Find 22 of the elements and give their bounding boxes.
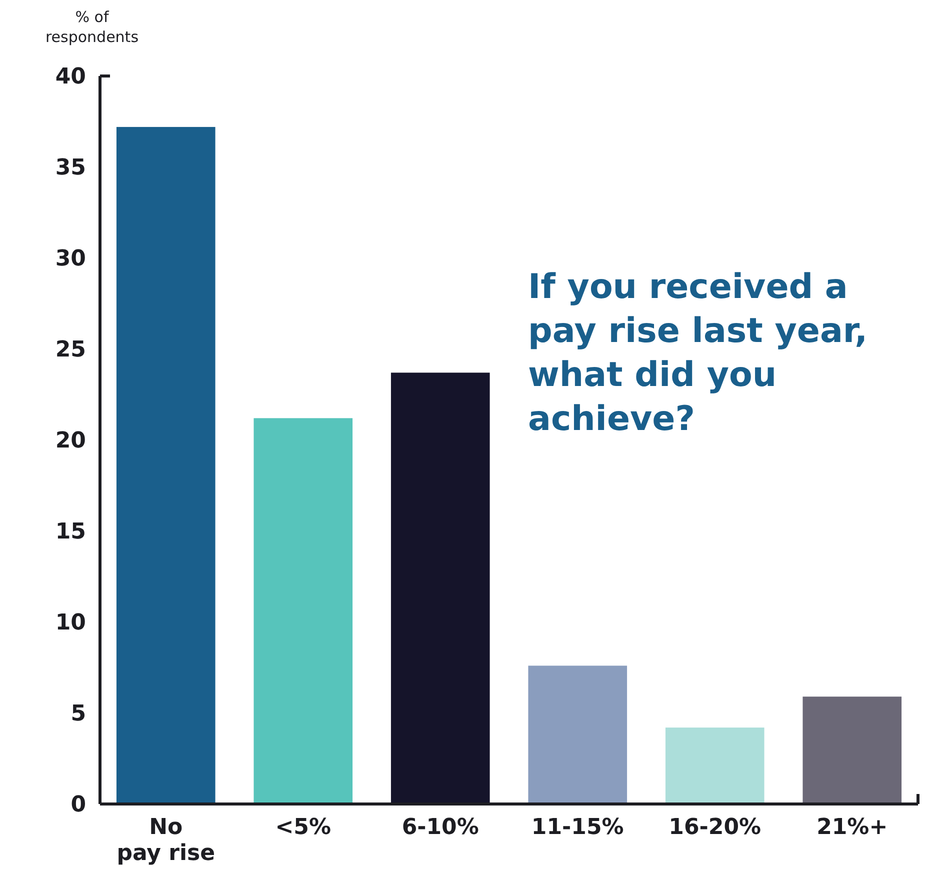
y-tick-label: 25 (55, 338, 86, 363)
x-tick-label: No pay rise (116, 815, 216, 866)
y-tick-label: 30 (55, 246, 86, 272)
bar (528, 666, 628, 804)
x-tick-label: 11-15% (531, 815, 624, 840)
x-tick-label: 6-10% (402, 815, 479, 840)
y-tick-label: 20 (55, 428, 86, 454)
bar (802, 696, 902, 804)
y-tick-label: 35 (55, 156, 86, 181)
text: If you received a pay rise last year, what did you achieve? (528, 267, 868, 439)
bar (665, 728, 764, 804)
y-axis-title: % of respondents (45, 8, 139, 46)
y-tick-label: 0 (70, 792, 86, 818)
x-tick-label: 16-20% (668, 815, 762, 840)
y-tick-label: 5 (70, 702, 86, 727)
bar (116, 126, 216, 804)
y-tick-label: 40 (55, 64, 86, 90)
y-tick-label: 10 (55, 610, 86, 636)
bar (254, 418, 353, 804)
x-tick-label: 21%+ (816, 815, 888, 840)
y-tick-label: 15 (55, 520, 86, 545)
x-tick-label: <5% (275, 815, 332, 840)
